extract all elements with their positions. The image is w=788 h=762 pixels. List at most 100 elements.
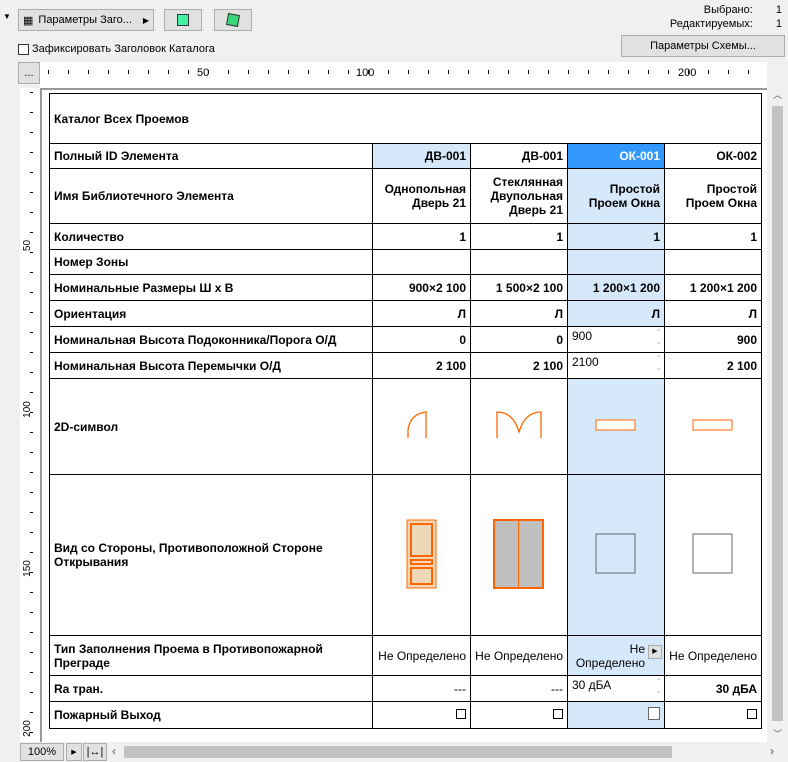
status-bar: 100% ▶ |↔| ‹ › bbox=[20, 742, 788, 762]
cell[interactable]: Не Определено bbox=[664, 635, 762, 676]
table-row: Тип Заполнения Проема в Противопожарной … bbox=[49, 635, 762, 676]
horizontal-scroll-thumb[interactable] bbox=[124, 746, 672, 758]
fit-width-icon[interactable]: |↔| bbox=[83, 743, 107, 761]
spinner-icon[interactable]: ⌃ ⌄ bbox=[655, 328, 662, 346]
fire-exit-checkbox[interactable] bbox=[648, 707, 660, 720]
select-shape-button[interactable] bbox=[164, 9, 202, 31]
zoom-level-button[interactable]: 100% bbox=[20, 743, 64, 761]
header-params-button[interactable]: ▦ Параметры Заго... ▶ bbox=[18, 9, 154, 31]
table-icon: ▦ bbox=[23, 14, 34, 27]
cell bbox=[372, 701, 471, 729]
cell[interactable]: 0 bbox=[372, 326, 471, 353]
cell[interactable]: Не Определено ▶ bbox=[567, 635, 665, 676]
cell[interactable]: 30 дБА bbox=[664, 675, 762, 702]
spinner-icon[interactable]: ⌃ ⌄ bbox=[655, 677, 662, 695]
table-row: Полный ID Элемента ДВ-001 ДВ-001 ОК-001 … bbox=[49, 143, 762, 169]
cell[interactable]: Простой Проем Окна bbox=[567, 168, 665, 224]
cell[interactable]: Л bbox=[372, 300, 471, 327]
scroll-thumb[interactable] bbox=[772, 106, 783, 721]
table-row: Вид со Стороны, Противоположной Стороне … bbox=[49, 474, 762, 636]
head-height-input[interactable]: 2100 ⌃ ⌄ bbox=[567, 352, 665, 379]
cell[interactable]: Не Определено bbox=[470, 635, 568, 676]
scroll-left-icon[interactable]: ‹ bbox=[112, 744, 116, 758]
cell[interactable]: 2 100 bbox=[470, 352, 568, 379]
row-label: Количество bbox=[49, 223, 373, 250]
select-group-button[interactable] bbox=[214, 9, 252, 31]
cell[interactable] bbox=[470, 249, 568, 275]
scroll-up-icon[interactable]: ︿ bbox=[772, 90, 782, 100]
row-label: Ориентация bbox=[49, 300, 373, 327]
dropdown-arrow-icon[interactable]: ▶ bbox=[648, 645, 662, 659]
scroll-down-icon[interactable]: ﹀ bbox=[772, 729, 782, 739]
arrow-right-icon: ▶ bbox=[142, 15, 149, 25]
window-elevation-icon bbox=[664, 474, 762, 636]
window-plan-icon bbox=[664, 378, 762, 475]
table-row: 2D-символ bbox=[49, 378, 762, 475]
schedule-title: Каталог Всех Проемов bbox=[49, 93, 762, 144]
row-label: Имя Библиотечного Элемента bbox=[49, 168, 373, 224]
selected-label: Выбрано: bbox=[703, 4, 753, 16]
cell[interactable]: 1 bbox=[372, 223, 471, 250]
cell[interactable]: 1 200×1 200 bbox=[567, 274, 665, 301]
row-label: 2D-символ bbox=[49, 378, 373, 475]
table-row: Номинальная Высота Подоконника/Порога О/… bbox=[49, 326, 762, 353]
panel-collapse-icon[interactable]: ▼ bbox=[3, 12, 11, 21]
cell[interactable]: 2 100 bbox=[664, 352, 762, 379]
table-row: Ориентация Л Л Л Л bbox=[49, 300, 762, 327]
cell bbox=[567, 701, 665, 729]
green-square-icon bbox=[177, 14, 189, 26]
cell[interactable]: 1 bbox=[664, 223, 762, 250]
fire-exit-checkbox[interactable] bbox=[553, 709, 563, 719]
ra-input[interactable]: 30 дБА ⌃ ⌄ bbox=[567, 675, 665, 702]
cell[interactable] bbox=[567, 249, 665, 275]
cell[interactable]: 1 bbox=[470, 223, 568, 250]
cell[interactable]: ДВ-001 bbox=[372, 143, 471, 169]
selected-count: 1 bbox=[775, 4, 782, 16]
vertical-scrollbar[interactable]: ︿ ﹀ bbox=[767, 88, 788, 742]
cell[interactable] bbox=[372, 249, 471, 275]
cell[interactable]: Л bbox=[664, 300, 762, 327]
table-row: Номинальная Высота Перемычки О/Д 2 100 2… bbox=[49, 352, 762, 379]
selected-column-header[interactable]: ОК-001 bbox=[567, 143, 665, 169]
cell[interactable]: 1 bbox=[567, 223, 665, 250]
scheme-params-button[interactable]: Параметры Схемы... bbox=[621, 35, 785, 57]
cell[interactable]: 1 500×2 100 bbox=[470, 274, 568, 301]
zoom-menu-icon[interactable]: ▶ bbox=[66, 743, 82, 761]
cell[interactable]: Стеклянная Двупольная Дверь 21 bbox=[470, 168, 568, 224]
cell[interactable]: 0 bbox=[470, 326, 568, 353]
cell[interactable]: ОК-002 bbox=[664, 143, 762, 169]
spinner-icon[interactable]: ⌃ ⌄ bbox=[655, 354, 662, 372]
cell[interactable]: 1 200×1 200 bbox=[664, 274, 762, 301]
schedule-table: Каталог Всех Проемов Полный ID Элемента … bbox=[49, 93, 762, 729]
door-double-elevation-icon bbox=[470, 474, 568, 636]
table-row: Номер Зоны bbox=[49, 249, 762, 275]
cell[interactable]: Л bbox=[567, 300, 665, 327]
fire-exit-checkbox[interactable] bbox=[456, 709, 466, 719]
door-double-plan-icon bbox=[470, 378, 568, 475]
cell[interactable]: --- bbox=[470, 675, 568, 702]
editable-label: Редактируемых: bbox=[669, 18, 753, 30]
cell[interactable]: Однопольная Дверь 21 bbox=[372, 168, 471, 224]
cell bbox=[470, 701, 568, 729]
cell[interactable]: Л bbox=[470, 300, 568, 327]
cell[interactable]: 900 bbox=[664, 326, 762, 353]
cell[interactable]: Не Определено bbox=[372, 635, 471, 676]
cell[interactable]: 900×2 100 bbox=[372, 274, 471, 301]
fire-exit-checkbox[interactable] bbox=[747, 709, 757, 719]
row-label: Номинальные Размеры Ш x В bbox=[49, 274, 373, 301]
cell[interactable]: --- bbox=[372, 675, 471, 702]
sill-height-input[interactable]: 900 ⌃ ⌄ bbox=[567, 326, 665, 353]
window-plan-icon bbox=[567, 378, 665, 475]
ruler-options-button[interactable]: ... bbox=[18, 62, 40, 84]
schedule-canvas[interactable]: Каталог Всех Проемов Полный ID Элемента … bbox=[40, 88, 767, 742]
door-single-elevation-icon bbox=[372, 474, 471, 636]
scroll-right-icon[interactable]: › bbox=[770, 744, 774, 758]
row-label: Номинальная Высота Перемычки О/Д bbox=[49, 352, 373, 379]
cell[interactable]: 2 100 bbox=[372, 352, 471, 379]
row-label: Ra тран. bbox=[49, 675, 373, 702]
cell[interactable]: ДВ-001 bbox=[470, 143, 568, 169]
fix-header-checkbox[interactable]: Зафиксировать Заголовок Каталога bbox=[18, 43, 215, 55]
cell[interactable]: Простой Проем Окна bbox=[664, 168, 762, 224]
cell[interactable] bbox=[664, 249, 762, 275]
table-row: Номинальные Размеры Ш x В 900×2 100 1 50… bbox=[49, 274, 762, 301]
